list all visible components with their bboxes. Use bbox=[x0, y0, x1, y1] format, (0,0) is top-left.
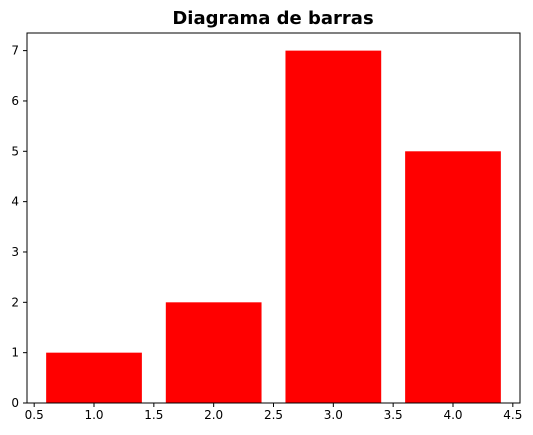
x-tick-label: 4.5 bbox=[503, 408, 522, 422]
x-tick-label: 2.5 bbox=[264, 408, 283, 422]
plot-area: 0.5 1.0 1.5 2.0 2.5 3.0 3.5 4.0 4.5 0 1 2 3 4 5 6 7 bbox=[11, 32, 522, 422]
x-tick-label: 0.5 bbox=[25, 408, 44, 422]
y-tick-label: 4 bbox=[11, 195, 19, 209]
bar-1 bbox=[46, 352, 142, 403]
x-tick-label: 3.0 bbox=[324, 408, 343, 422]
chart-title: Diagrama de barras bbox=[172, 8, 373, 29]
y-tick-label: 5 bbox=[11, 144, 19, 158]
y-tick-label: 6 bbox=[11, 94, 19, 108]
bar-4 bbox=[405, 151, 501, 403]
x-tick-label: 4.0 bbox=[443, 408, 462, 422]
bar-3 bbox=[285, 50, 382, 404]
y-tick-label: 1 bbox=[11, 346, 19, 360]
x-tick-label: 2.0 bbox=[204, 408, 223, 422]
x-tick-label: 1.5 bbox=[144, 408, 163, 422]
y-tick-label: 2 bbox=[11, 295, 19, 309]
y-tick-label: 0 bbox=[11, 396, 19, 410]
y-tick-label: 3 bbox=[11, 245, 19, 259]
x-tick-label: 3.5 bbox=[384, 408, 403, 422]
bar-2 bbox=[165, 302, 262, 403]
x-tick-label: 1.0 bbox=[84, 408, 103, 422]
y-tick-label: 7 bbox=[11, 44, 19, 58]
